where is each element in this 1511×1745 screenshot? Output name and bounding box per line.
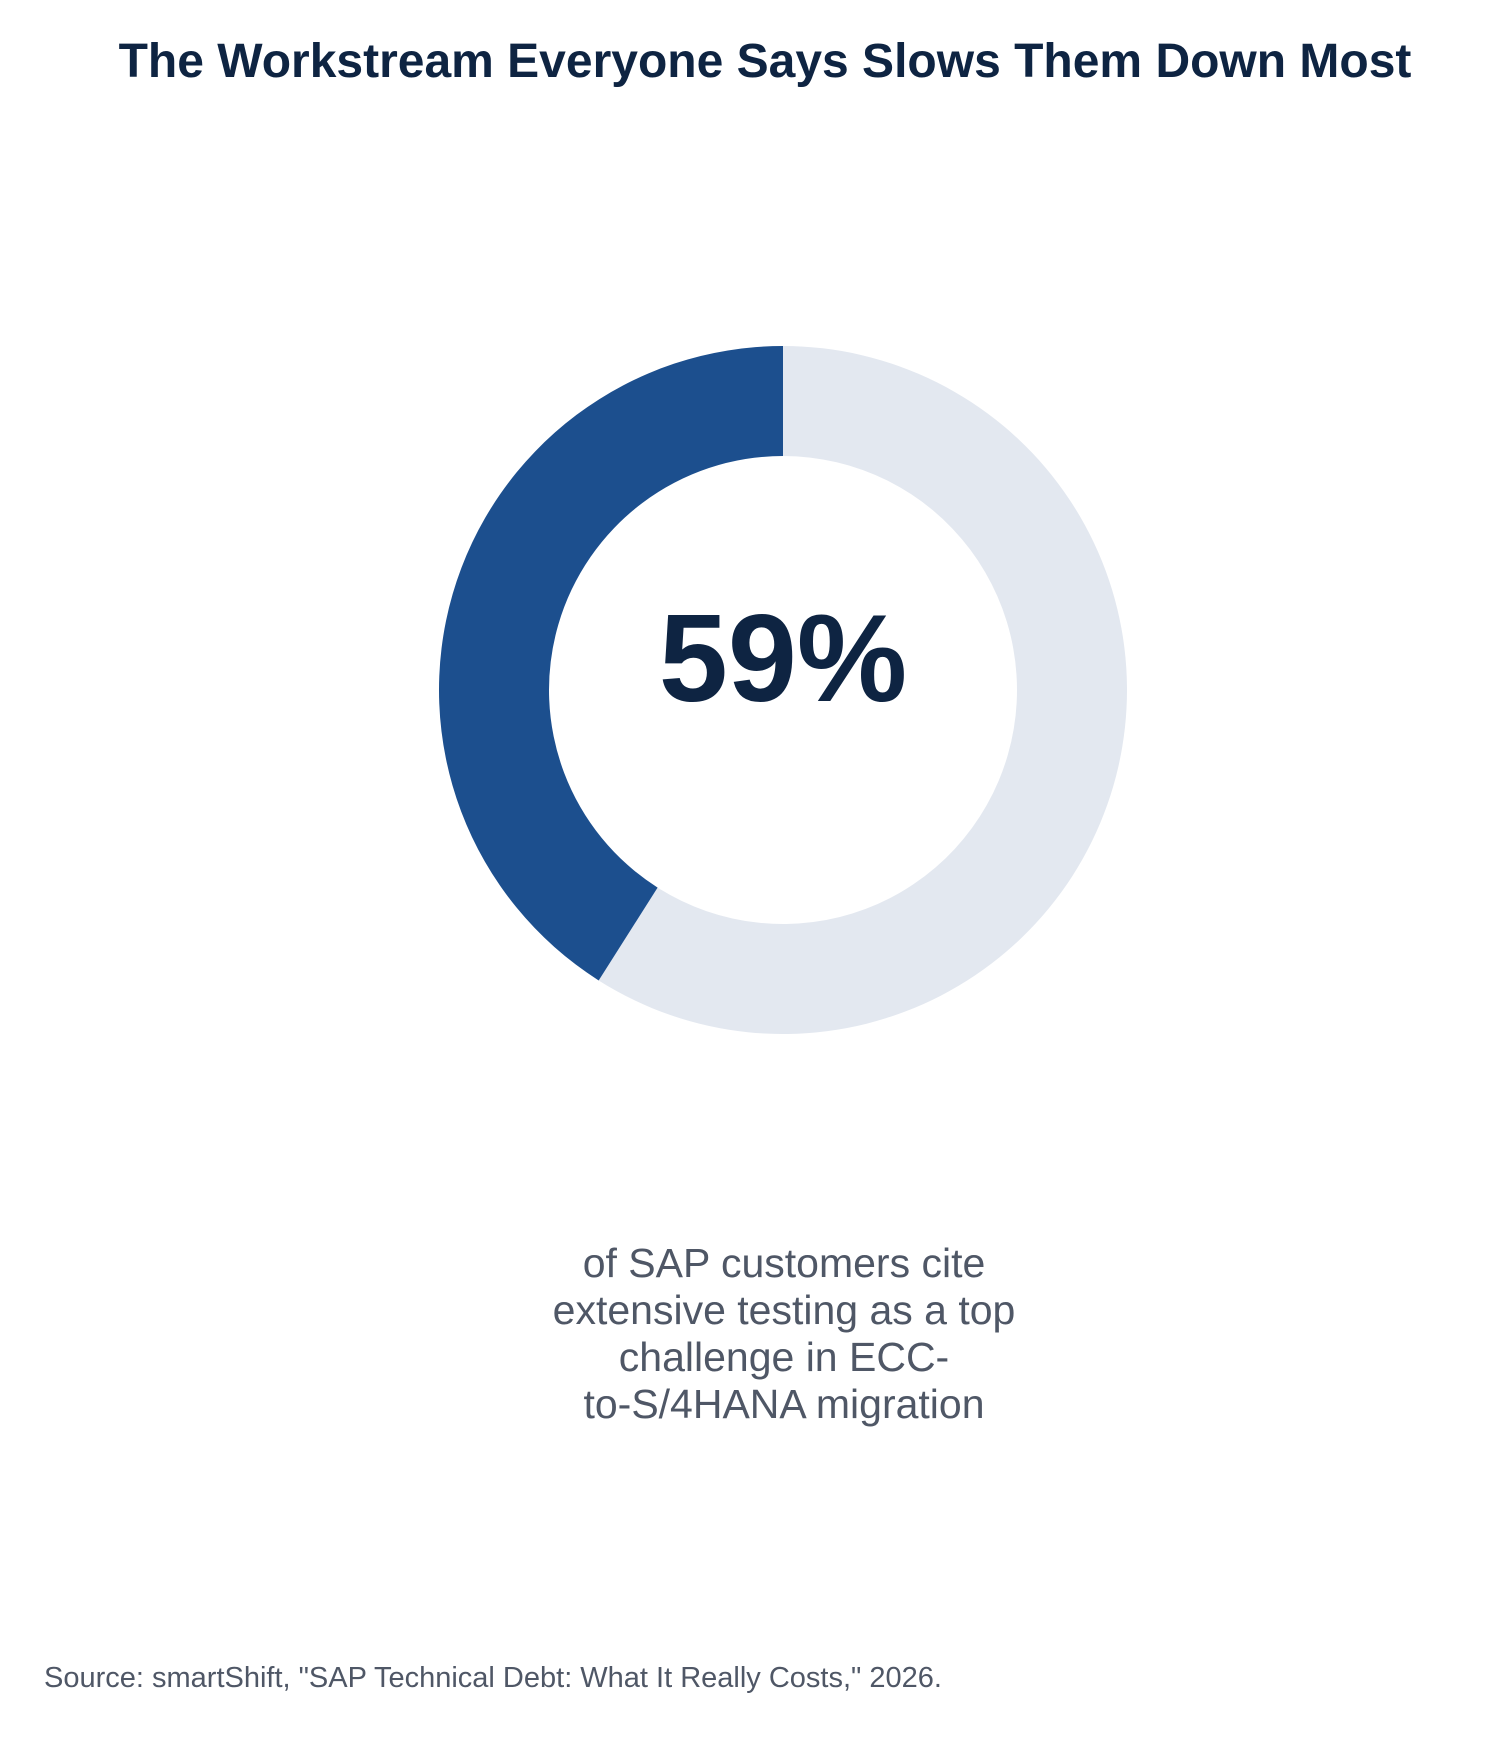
donut-slice-highlight — [439, 346, 783, 981]
chart-title: The Workstream Everyone Says Slows Them … — [118, 35, 1412, 88]
source-note: Source: smartShift, "SAP Technical Debt:… — [44, 1662, 942, 1694]
caption-line: to-S/4HANA migration — [583, 1381, 985, 1427]
caption: of SAP customers cite extensive testing … — [490, 1240, 1078, 1428]
caption-line: of SAP customers cite — [582, 1240, 986, 1286]
center-value-label: 59% — [659, 590, 907, 728]
donut-slices — [439, 346, 1128, 1034]
donut-chart: 59% — [439, 346, 1128, 1034]
caption-line: challenge in ECC- — [618, 1334, 950, 1380]
caption-line: extensive testing as a top — [552, 1287, 1016, 1333]
donut-slice-remainder — [598, 346, 1128, 1034]
